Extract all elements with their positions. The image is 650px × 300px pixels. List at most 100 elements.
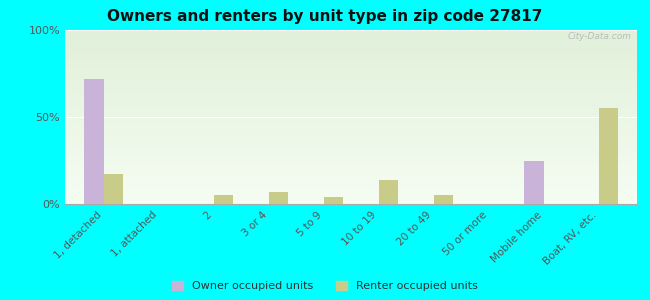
Bar	[599, 108, 617, 204]
Bar	[65, 30, 637, 32]
Bar	[65, 61, 637, 63]
Bar	[65, 152, 637, 154]
Legend: Owner occupied units, Renter occupied units: Owner occupied units, Renter occupied un…	[172, 281, 478, 291]
Bar	[65, 190, 637, 192]
Bar	[65, 63, 637, 65]
Bar	[65, 108, 637, 110]
Bar	[65, 155, 637, 157]
Bar	[65, 68, 637, 70]
Bar	[65, 103, 637, 105]
Bar	[65, 47, 637, 49]
Bar	[65, 54, 637, 56]
Bar	[65, 148, 637, 150]
Bar	[65, 89, 637, 91]
Bar	[65, 199, 637, 200]
Bar	[84, 79, 103, 204]
Bar	[65, 185, 637, 187]
Bar	[65, 44, 637, 46]
Bar	[65, 75, 637, 77]
Bar	[65, 194, 637, 195]
Bar	[65, 91, 637, 93]
Bar	[65, 117, 637, 119]
Bar	[65, 188, 637, 190]
Bar	[65, 129, 637, 131]
Bar	[65, 121, 637, 122]
Bar	[65, 174, 637, 176]
Bar	[65, 70, 637, 72]
Bar	[378, 180, 398, 204]
Bar	[65, 187, 637, 188]
Bar	[65, 128, 637, 129]
Bar	[65, 35, 637, 37]
Bar	[65, 133, 637, 134]
Bar	[65, 192, 637, 194]
Bar	[65, 171, 637, 173]
Bar	[65, 200, 637, 202]
Bar	[65, 140, 637, 141]
Bar	[65, 167, 637, 169]
Bar	[65, 143, 637, 145]
Bar	[65, 126, 637, 127]
Bar	[65, 98, 637, 100]
Bar	[65, 77, 637, 79]
Bar	[65, 178, 637, 180]
Bar	[65, 195, 637, 197]
Text: Owners and renters by unit type in zip code 27817: Owners and renters by unit type in zip c…	[107, 9, 543, 24]
Bar	[65, 39, 637, 41]
Bar	[65, 173, 637, 174]
Bar	[65, 145, 637, 147]
Bar	[65, 40, 637, 42]
Bar	[65, 105, 637, 106]
Bar	[65, 183, 637, 185]
Bar	[65, 136, 637, 138]
Bar	[65, 79, 637, 80]
Bar	[103, 174, 123, 204]
Bar	[65, 164, 637, 166]
Bar	[65, 74, 637, 75]
Bar	[65, 67, 637, 68]
Bar	[65, 180, 637, 182]
Bar	[65, 32, 637, 34]
Bar	[65, 159, 637, 161]
Bar	[65, 84, 637, 86]
Bar	[65, 160, 637, 162]
Bar	[65, 87, 637, 89]
Bar	[65, 131, 637, 133]
Bar	[65, 119, 637, 121]
Bar	[65, 122, 637, 124]
Text: City-Data.com: City-Data.com	[567, 32, 631, 41]
Bar	[65, 37, 637, 39]
Bar	[65, 110, 637, 112]
Bar	[213, 195, 233, 204]
Bar	[65, 134, 637, 136]
Bar	[65, 166, 637, 167]
Bar	[65, 100, 637, 101]
Bar	[65, 157, 637, 159]
Bar	[65, 46, 637, 47]
Bar	[65, 72, 637, 74]
Bar	[65, 96, 637, 98]
Bar	[65, 138, 637, 140]
Bar	[65, 115, 637, 117]
Bar	[65, 162, 637, 164]
Bar	[65, 86, 637, 87]
Bar	[434, 195, 453, 204]
Bar	[65, 82, 637, 84]
Bar	[65, 34, 637, 35]
Bar	[65, 112, 637, 113]
Bar	[65, 147, 637, 148]
Bar	[324, 197, 343, 204]
Bar	[65, 154, 637, 155]
Bar	[65, 202, 637, 204]
Bar	[65, 80, 637, 82]
Bar	[65, 42, 637, 44]
Bar	[65, 51, 637, 52]
Bar	[65, 94, 637, 96]
Bar	[65, 124, 637, 126]
Bar	[65, 197, 637, 199]
Bar	[65, 52, 637, 54]
Bar	[525, 160, 543, 204]
Bar	[65, 113, 637, 115]
Bar	[65, 60, 637, 61]
Bar	[65, 101, 637, 103]
